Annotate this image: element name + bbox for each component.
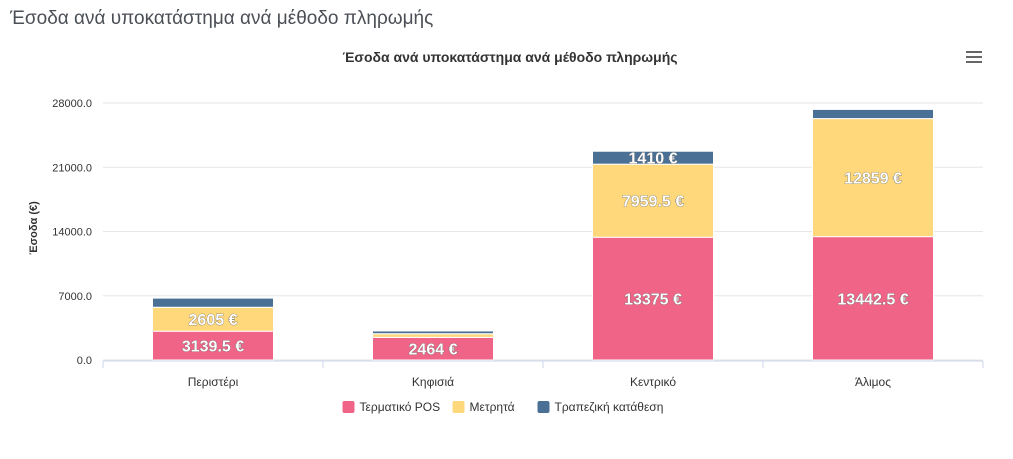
legend-label: Τραπεζική κατάθεση [555,400,664,414]
bar-segment[interactable] [592,236,714,361]
data-label: 13375 € [624,292,682,309]
bar-segment[interactable] [592,150,714,165]
data-label: 13442.5 € [837,291,908,308]
x-tick-label: Κεντρικό [630,375,676,389]
x-tick-label: Κηφισιά [412,375,454,389]
y-tick-label: 28000.0 [52,98,92,110]
legend-swatch [452,401,465,413]
bar-segment[interactable] [372,333,494,338]
data-label: 12859 € [844,171,902,188]
data-label: 1410 € [629,151,678,168]
bar-segment[interactable] [812,236,934,361]
data-label: 7959.5 € [622,194,684,211]
legend-item[interactable]: Μετρητά [452,400,515,414]
y-axis-label: Έσοδα (€) [28,201,40,255]
bar-segment[interactable] [812,118,934,238]
chart-menu-button[interactable] [963,48,985,66]
data-label: 3139.5 € [182,339,244,356]
y-tick-label: 7000.0 [58,291,92,303]
y-tick-label: 0.0 [77,355,92,367]
legend-swatch [342,401,355,413]
legend-item[interactable]: Τραπεζική κατάθεση [537,400,664,414]
y-tick-label: 14000.0 [52,227,92,239]
bar-segment[interactable] [372,330,494,335]
chart-title: Έσοδα ανά υποκατάστημα ανά μέθοδο πληρωμ… [342,49,677,65]
y-tick-label: 21000.0 [52,162,92,174]
data-label: 2605 € [189,312,238,329]
stacked-bar-chart: Έσοδα ανά υποκατάστημα ανά μέθοδο πληρωμ… [28,49,984,414]
bar-segment[interactable] [152,330,274,361]
data-label: 2464 € [409,342,458,359]
legend-label: Μετρητά [470,400,515,414]
bar-segment[interactable] [812,108,934,120]
x-tick-label: Άλιμος [855,375,891,389]
x-tick-label: Περιστέρι [188,375,239,389]
page-title: Έσοδα ανά υποκατάστημα ανά μέθοδο πληρωμ… [10,8,434,29]
legend-swatch [537,401,550,413]
legend-label: Τερματικό POS [360,400,441,414]
bar-segment[interactable] [152,297,274,308]
hamburger-menu-icon [966,51,982,53]
legend-item[interactable]: Τερματικό POS [342,400,441,414]
